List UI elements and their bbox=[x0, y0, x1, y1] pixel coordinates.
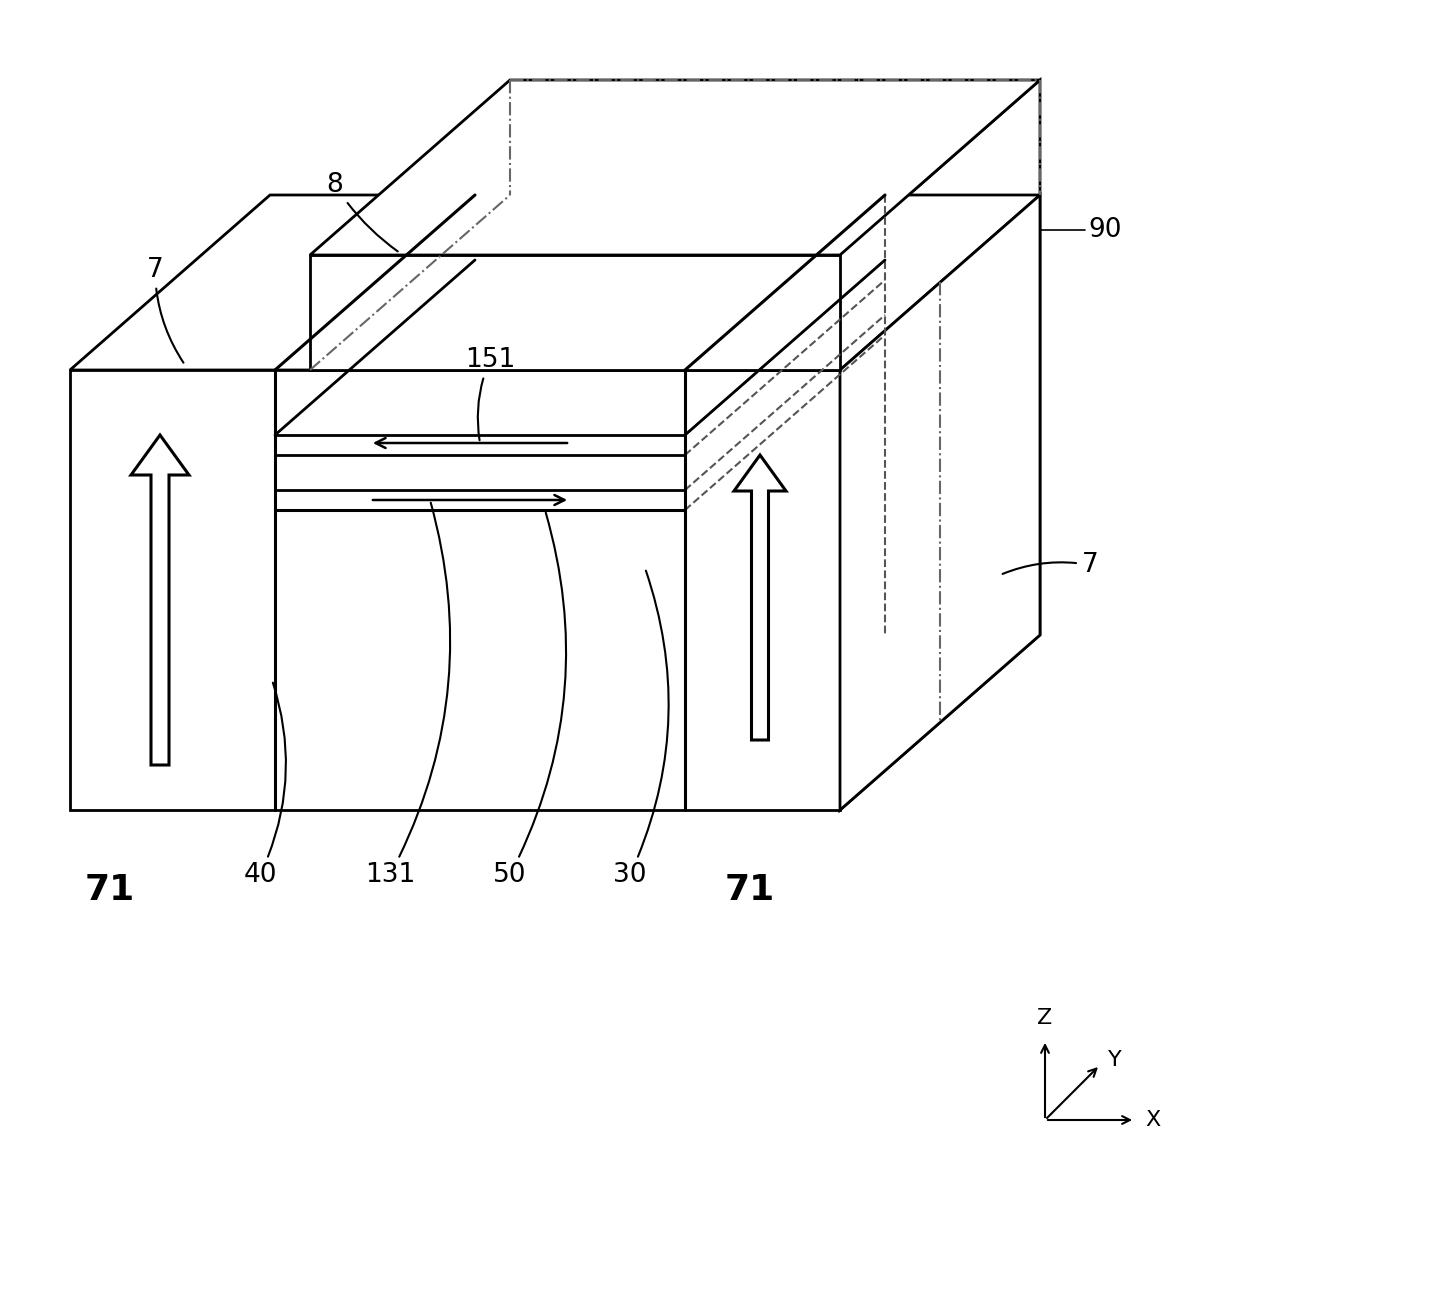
Text: 50: 50 bbox=[493, 513, 566, 887]
Text: 7: 7 bbox=[147, 257, 183, 363]
Text: 7: 7 bbox=[1003, 552, 1098, 578]
Text: Y: Y bbox=[1108, 1051, 1121, 1070]
Text: X: X bbox=[1146, 1111, 1160, 1130]
Text: Z: Z bbox=[1038, 1007, 1052, 1028]
Text: 151: 151 bbox=[465, 347, 514, 440]
Polygon shape bbox=[310, 254, 840, 371]
Text: 90: 90 bbox=[1088, 217, 1121, 243]
Text: 40: 40 bbox=[244, 683, 285, 887]
Text: 30: 30 bbox=[614, 570, 669, 887]
Polygon shape bbox=[310, 80, 1040, 254]
Polygon shape bbox=[733, 455, 785, 740]
Text: 131: 131 bbox=[365, 502, 450, 887]
Polygon shape bbox=[131, 435, 189, 765]
Text: 71: 71 bbox=[725, 873, 775, 907]
Polygon shape bbox=[840, 194, 1040, 810]
Polygon shape bbox=[71, 371, 840, 810]
Text: 71: 71 bbox=[85, 873, 135, 907]
Polygon shape bbox=[71, 194, 1040, 371]
Polygon shape bbox=[840, 80, 1040, 810]
Text: 8: 8 bbox=[327, 172, 398, 252]
